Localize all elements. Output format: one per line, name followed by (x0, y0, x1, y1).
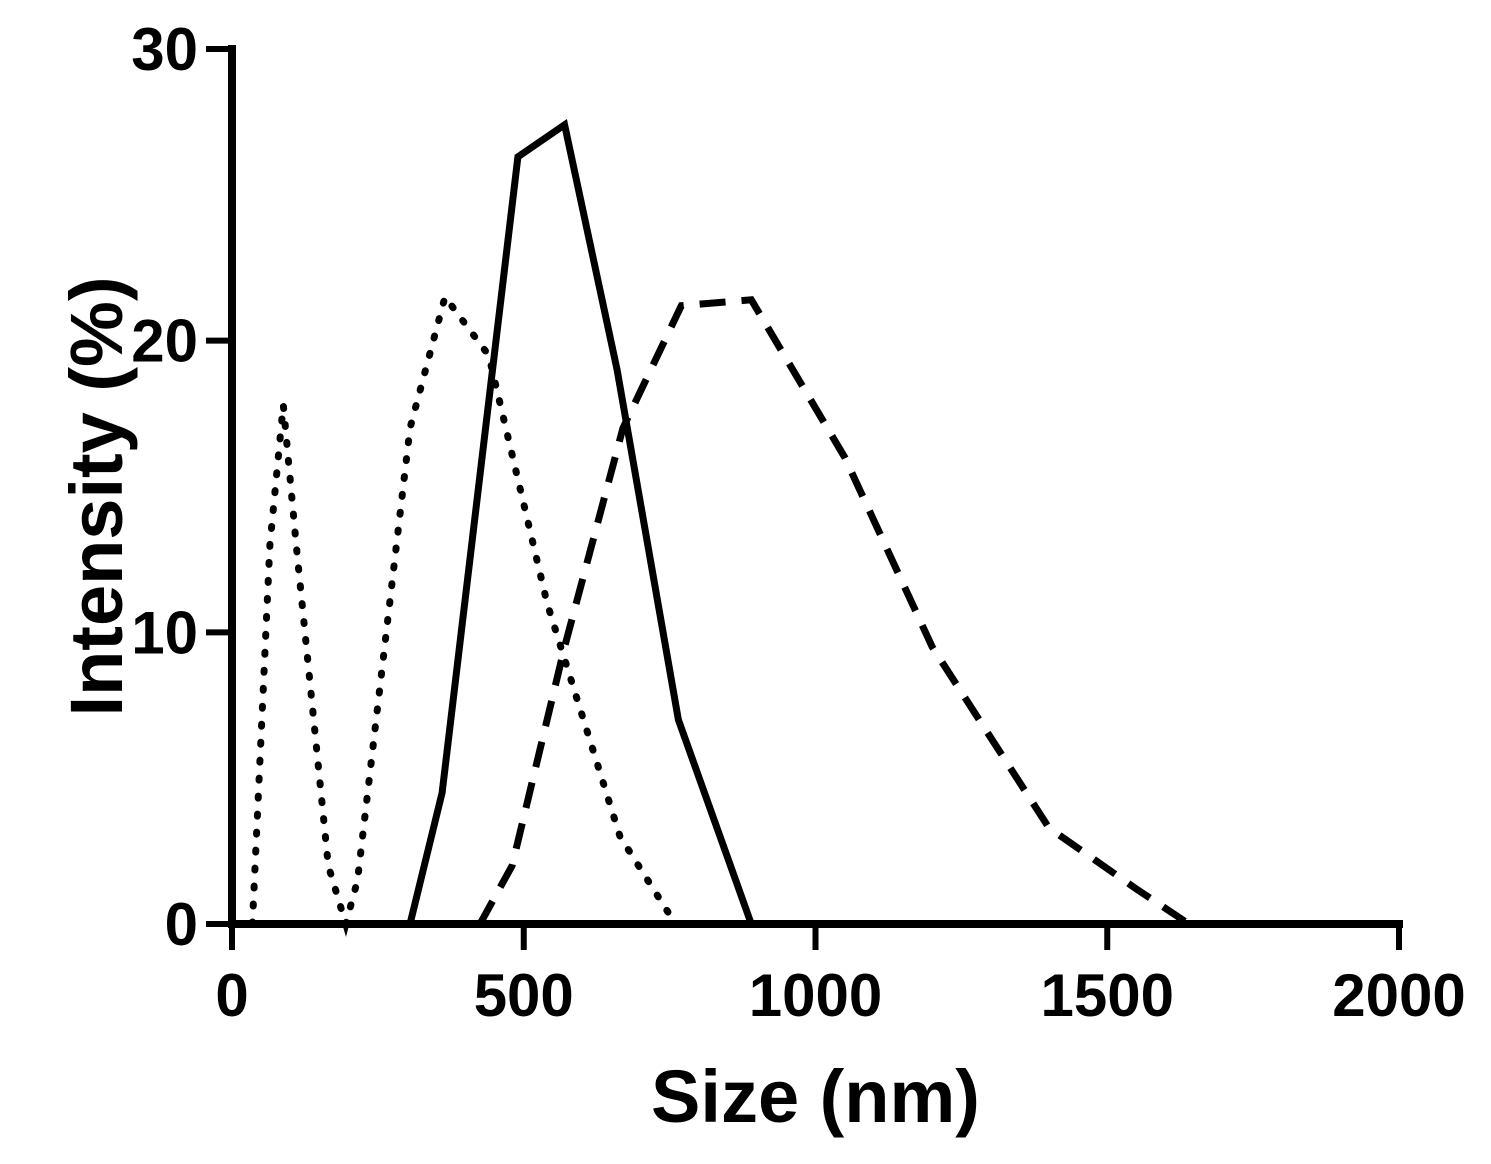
x-axis-ticks: 0 500 1000 1500 2000 (215, 924, 1466, 1029)
series-line-dashed (476, 296, 1191, 927)
x-axis-title: Size (nm) (651, 1055, 980, 1138)
y-tick-label: 10 (131, 599, 198, 666)
x-tick-label: 2000 (1332, 962, 1465, 1029)
series-line-solid (406, 118, 755, 926)
x-tick-label: 1500 (1041, 962, 1174, 1029)
series-line-dotted (248, 289, 679, 937)
x-tick-label: 1000 (749, 962, 882, 1029)
y-tick-label: 20 (131, 308, 198, 375)
y-axis-ticks: 0 10 20 30 (131, 16, 232, 958)
x-tick-label: 0 (215, 962, 248, 1029)
y-tick-label: 0 (165, 891, 198, 958)
series-layer (248, 118, 1191, 937)
y-tick-label: 30 (131, 16, 198, 83)
y-axis-title: Intensity (%) (55, 277, 138, 717)
x-tick-label: 500 (474, 962, 574, 1029)
